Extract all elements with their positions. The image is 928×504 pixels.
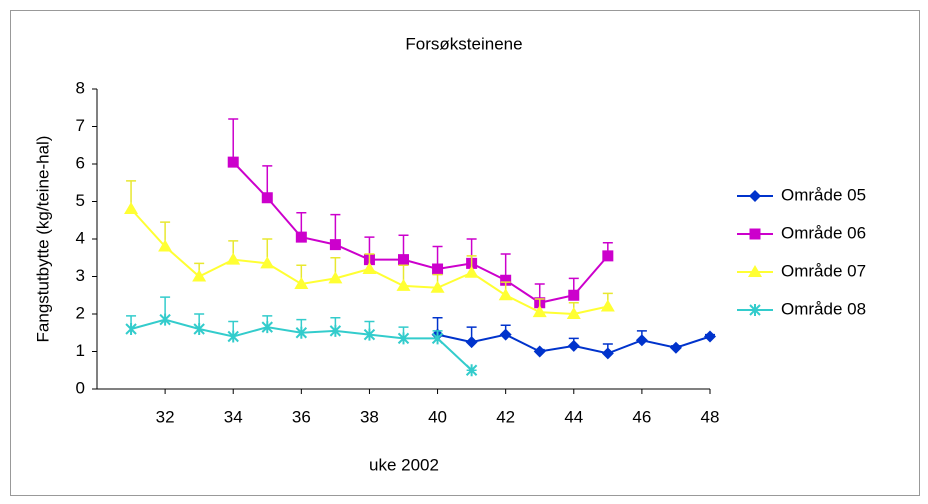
marker xyxy=(227,156,239,168)
marker xyxy=(704,330,716,343)
marker xyxy=(602,250,614,262)
marker xyxy=(158,239,173,252)
y-axis-label: Fangstutbytte (kg/teine-hal) xyxy=(33,136,52,343)
marker xyxy=(532,305,547,318)
chart-frame xyxy=(10,10,920,496)
legend-marker xyxy=(749,228,761,240)
marker xyxy=(329,324,342,337)
marker xyxy=(499,328,512,341)
legend-label: Område 08 xyxy=(781,299,866,318)
x-tick-label: 46 xyxy=(632,407,651,426)
marker xyxy=(261,321,273,334)
error-bar xyxy=(228,118,239,163)
chart-title: Forsøksteinene xyxy=(405,34,522,53)
legend-label: Område 06 xyxy=(781,223,866,242)
marker xyxy=(396,278,411,291)
marker xyxy=(226,252,241,265)
marker xyxy=(329,239,341,251)
marker xyxy=(669,341,682,354)
marker xyxy=(568,289,580,301)
y-tick-label: 1 xyxy=(76,341,85,360)
marker xyxy=(261,192,273,204)
marker xyxy=(398,254,409,266)
y-tick-label: 6 xyxy=(76,153,85,172)
marker xyxy=(498,288,513,301)
marker xyxy=(465,364,478,377)
marker xyxy=(601,347,614,360)
legend-marker xyxy=(749,304,761,316)
x-tick-label: 38 xyxy=(360,407,379,426)
marker xyxy=(295,231,307,243)
y-tick-label: 0 xyxy=(76,378,85,397)
x-tick-label: 32 xyxy=(156,407,175,426)
legend-label: Område 05 xyxy=(781,185,866,204)
marker xyxy=(533,345,546,358)
x-tick-label: 34 xyxy=(224,407,243,426)
series-line xyxy=(232,161,609,304)
marker xyxy=(432,263,444,275)
marker xyxy=(227,330,239,343)
x-tick-label: 42 xyxy=(496,407,515,426)
x-tick-label: 48 xyxy=(701,407,720,426)
x-tick-label: 36 xyxy=(292,407,311,426)
marker xyxy=(600,299,615,312)
y-tick-label: 4 xyxy=(76,228,85,247)
y-tick-label: 2 xyxy=(76,303,85,322)
marker xyxy=(192,269,207,282)
marker xyxy=(295,326,308,339)
y-tick-label: 5 xyxy=(76,191,85,210)
marker xyxy=(193,323,205,335)
marker xyxy=(464,265,479,278)
marker xyxy=(328,271,343,284)
marker xyxy=(635,334,648,347)
marker xyxy=(397,332,410,345)
legend-marker xyxy=(748,265,762,277)
y-tick-label: 8 xyxy=(76,78,85,97)
marker xyxy=(431,332,444,345)
marker xyxy=(500,274,512,286)
marker xyxy=(125,323,137,335)
marker xyxy=(465,336,478,349)
marker xyxy=(363,328,376,341)
marker xyxy=(124,202,139,214)
marker xyxy=(430,280,445,293)
marker xyxy=(159,313,171,326)
legend-marker xyxy=(749,190,761,202)
marker xyxy=(294,277,309,289)
y-tick-label: 7 xyxy=(76,116,85,135)
x-tick-label: 44 xyxy=(564,407,583,426)
x-tick-label: 40 xyxy=(428,407,447,426)
legend-label: Område 07 xyxy=(781,261,866,280)
x-axis-label: uke 2002 xyxy=(369,455,439,474)
marker xyxy=(566,307,581,319)
y-tick-label: 3 xyxy=(76,266,85,285)
marker xyxy=(362,262,377,274)
marker xyxy=(567,339,580,352)
marker xyxy=(260,256,275,269)
